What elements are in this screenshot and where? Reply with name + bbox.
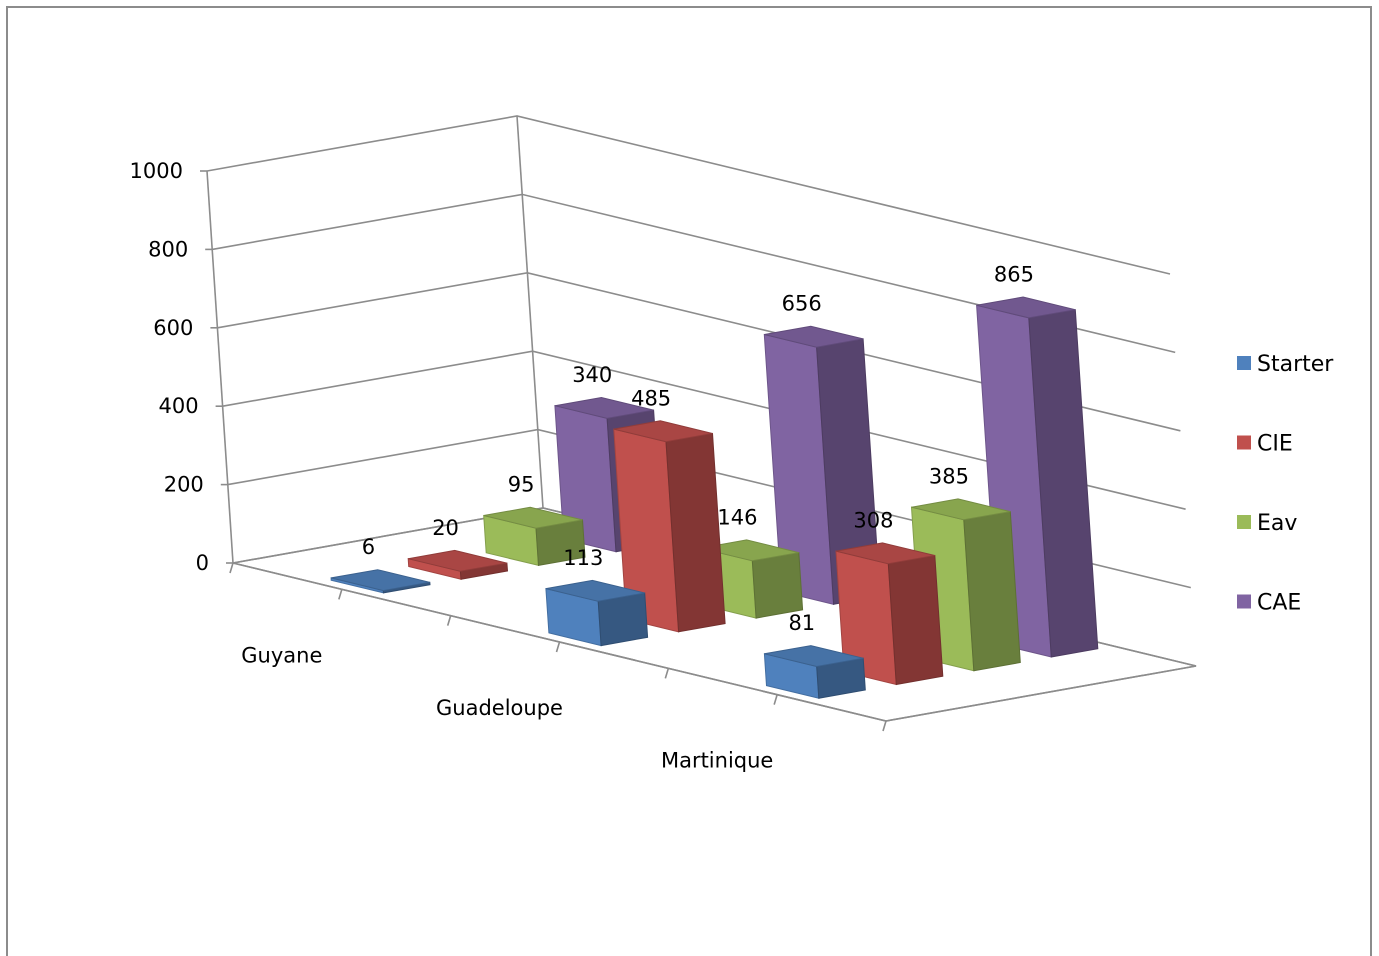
- bar-top-face: [699, 539, 799, 562]
- legend-swatch: [1237, 435, 1251, 450]
- data-label: 113: [563, 546, 603, 570]
- bar-top-face: [483, 506, 583, 529]
- x-tick-mark: [338, 589, 343, 600]
- bar-top-face: [764, 325, 864, 348]
- bar-top-face: [545, 579, 645, 602]
- legend-swatch: [1237, 594, 1251, 609]
- data-label: 146: [717, 505, 757, 529]
- data-label: 6: [362, 535, 375, 559]
- bar-eav-guyane: [483, 506, 586, 567]
- data-label: 20: [432, 516, 459, 540]
- bar-side-face: [963, 511, 1021, 672]
- y-tick-label: 600: [153, 316, 193, 340]
- bar-top-face: [554, 396, 654, 419]
- y-tick-label: 800: [148, 237, 188, 261]
- bar-top-face: [408, 549, 508, 572]
- gridline: [206, 115, 1171, 275]
- y-tick-label: 400: [159, 394, 199, 418]
- bar-top-face: [835, 542, 935, 565]
- x-tick-mark: [773, 694, 778, 705]
- data-label: 485: [631, 386, 671, 410]
- x-tick-mark: [555, 641, 561, 653]
- legend-label: Starter: [1257, 352, 1334, 377]
- bar-cie-martinique: [835, 542, 944, 686]
- legend-swatch: [1237, 356, 1251, 370]
- category-label: Guadeloupe: [436, 696, 563, 720]
- legend: Starter CIE Eav CAE: [1237, 352, 1334, 616]
- back-left-edge: [516, 115, 544, 509]
- bar-top-face: [764, 645, 864, 668]
- legend-item-starter: Starter: [1237, 352, 1334, 377]
- category-label: Guyane: [241, 643, 322, 667]
- legend-item-cae: CAE: [1237, 591, 1301, 616]
- y-axis-ticks: 0 200 400 600 800 1000: [130, 159, 233, 575]
- bar-cae-guadeloupe: [763, 325, 881, 605]
- legend-item-cie: CIE: [1237, 432, 1293, 457]
- category-label: Martinique: [661, 749, 773, 773]
- data-label: 81: [788, 611, 815, 635]
- bar-cie-guyane: [407, 549, 509, 580]
- data-label: 95: [508, 473, 535, 497]
- bar-top-face: [911, 498, 1011, 521]
- data-label: 340: [572, 363, 612, 387]
- y-tick-label: 0: [196, 551, 209, 575]
- bar-cie-guadeloupe: [613, 420, 726, 633]
- y-tick-label: 200: [164, 473, 204, 497]
- x-tick-mark: [446, 615, 452, 626]
- data-label: 385: [929, 464, 969, 488]
- y-tick-label: 1000: [130, 159, 183, 183]
- x-tick-mark: [229, 562, 234, 574]
- x-axis-ticks: Guyane Guadeloupe Martinique: [229, 562, 887, 773]
- legend-label: CIE: [1257, 432, 1293, 457]
- bar-top-face: [330, 569, 430, 592]
- legend-swatch: [1237, 515, 1251, 529]
- bar-top-face: [613, 420, 713, 443]
- data-label: 656: [782, 292, 822, 316]
- y-axis-line: [206, 170, 234, 564]
- x-tick-mark: [664, 668, 670, 679]
- data-labels: 340 656 865 95 146 385 20 485 308 6 113 81: [362, 262, 1034, 635]
- bar-side-face: [887, 554, 944, 686]
- data-label: 308: [853, 508, 893, 532]
- bar-starter-martinique: [763, 645, 866, 699]
- bar-side-face: [751, 552, 804, 619]
- bars: [330, 296, 1099, 699]
- x-tick-mark: [882, 720, 887, 732]
- bar-top-face: [976, 296, 1076, 319]
- floor-right-edge: [885, 665, 1197, 722]
- legend-item-eav: Eav: [1237, 511, 1297, 536]
- legend-label: CAE: [1257, 591, 1301, 616]
- legend-label: Eav: [1257, 511, 1297, 536]
- bar-starter-guadeloupe: [545, 579, 649, 647]
- data-label: 865: [994, 262, 1034, 286]
- bar-starter-guyane: [330, 569, 431, 594]
- bar-side-face: [597, 592, 649, 647]
